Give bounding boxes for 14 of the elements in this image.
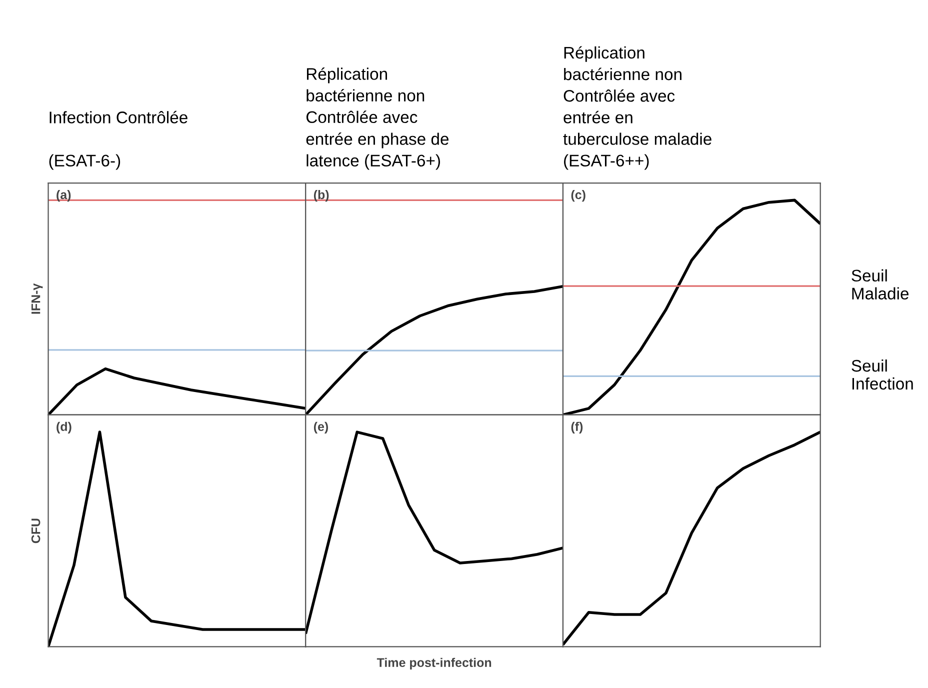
ref-line-label: Seuil Maladie bbox=[852, 269, 909, 300]
text: (a) bbox=[56, 190, 71, 202]
annotation: (f) bbox=[571, 422, 583, 434]
ref-line-label: Seuil Infection bbox=[852, 359, 913, 390]
annotation: (d) bbox=[56, 422, 72, 434]
y-axis-title: IFN-γ bbox=[32, 283, 43, 314]
annotation: (e) bbox=[314, 422, 328, 434]
chart-title: Infection Contrôlée (ESAT-6-) bbox=[49, 110, 188, 170]
chart-title: Réplication bactérienne non Contrôlée avec entrée en tuberculose maladie (ESAT-6++) bbox=[563, 46, 712, 170]
y-axis-title: CFU bbox=[31, 518, 40, 544]
annotation: (c) bbox=[571, 190, 586, 202]
x-axis-title: Time post-infection bbox=[376, 658, 492, 670]
text: (b) bbox=[314, 190, 329, 202]
chart-title: Réplication bactérienne non Contrôlée avec entrée en phase de latence (ESAT-6+) bbox=[306, 67, 449, 170]
